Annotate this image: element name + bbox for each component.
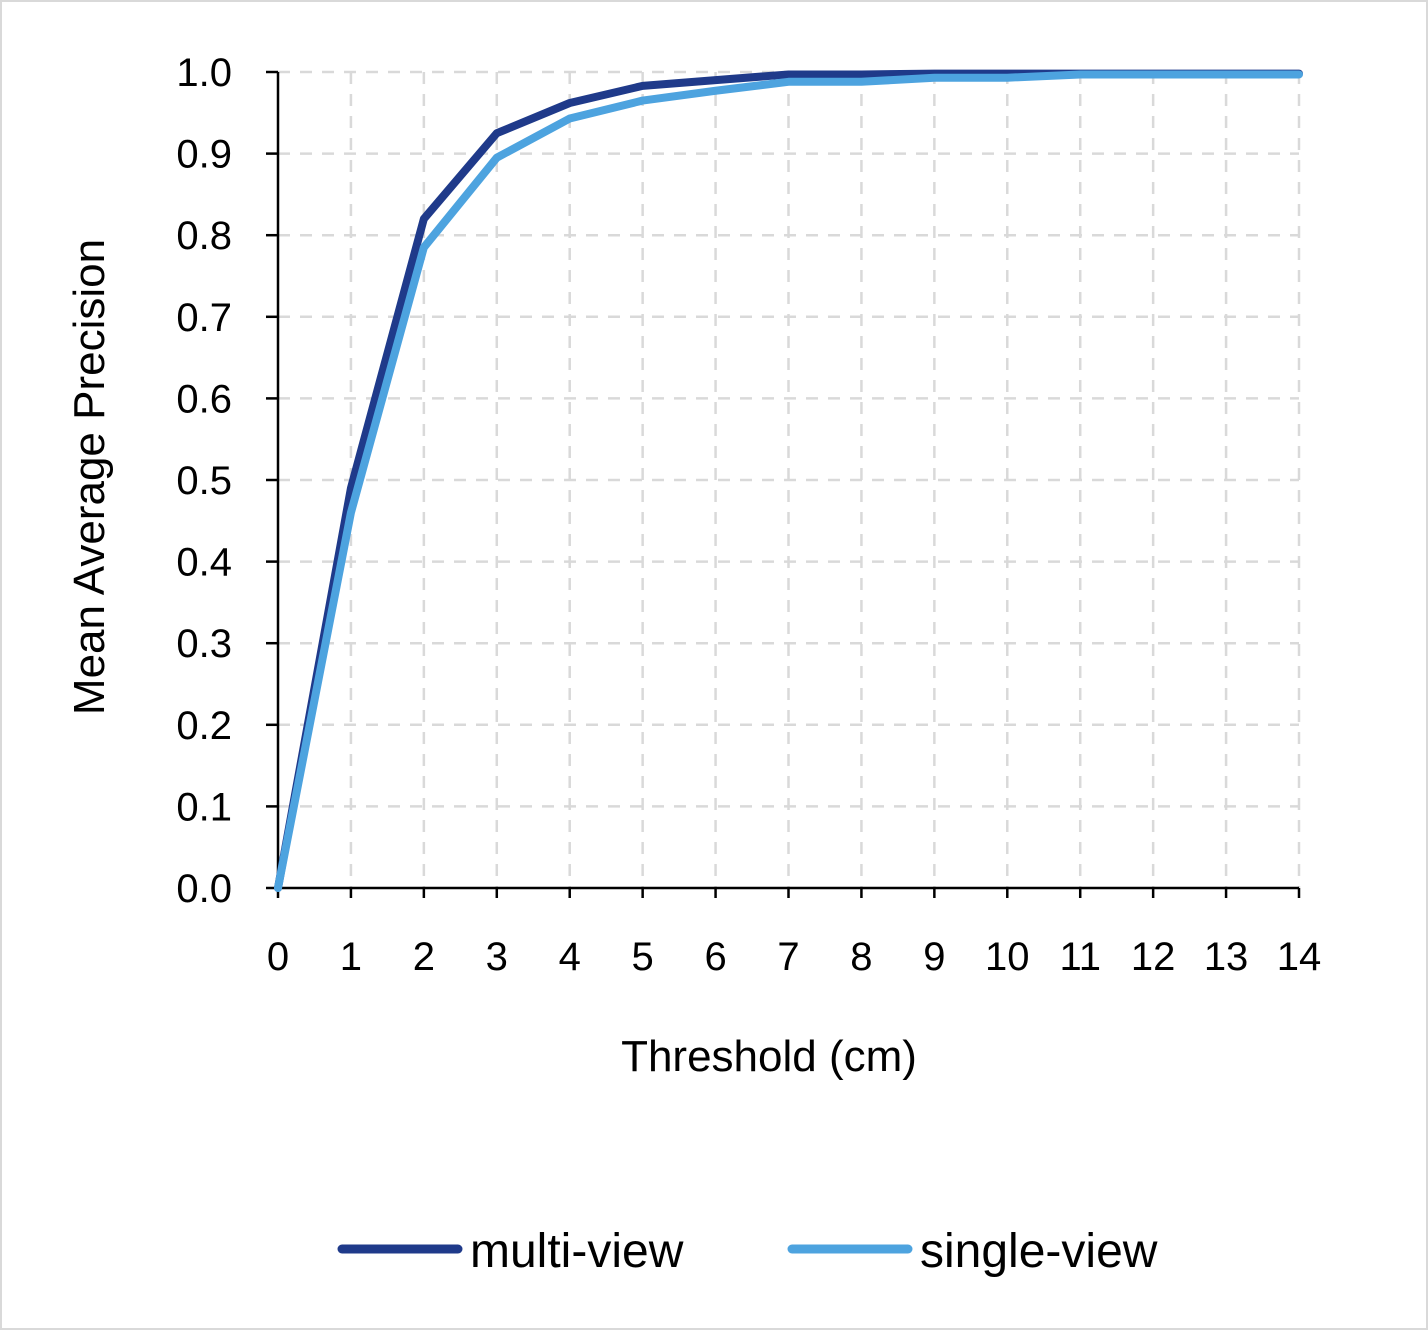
legend-label-multi-view: multi-view [470, 1225, 684, 1278]
y-tick-label: 0.1 [176, 785, 232, 829]
x-tick-label: 4 [559, 935, 581, 979]
y-tick-label: 0.3 [176, 622, 232, 666]
y-tick-label: 0.6 [176, 377, 232, 421]
x-tick-label: 13 [1204, 935, 1249, 979]
x-tick-label: 11 [1059, 935, 1101, 979]
x-tick-label: 2 [413, 935, 435, 979]
y-tick-label: 1.0 [176, 51, 232, 95]
y-tick-label: 0.4 [176, 541, 232, 585]
y-tick-label: 0.9 [176, 133, 232, 177]
legend-label-single-view: single-view [920, 1225, 1158, 1278]
x-tick-label: 3 [486, 935, 508, 979]
x-tick-label: 0 [267, 935, 289, 979]
y-tick-label: 0.8 [176, 214, 232, 258]
x-tick-label: 12 [1131, 935, 1176, 979]
y-tick-label: 0.0 [176, 867, 232, 911]
x-tick-label: 8 [850, 935, 872, 979]
x-axis-title: Threshold (cm) [621, 1032, 917, 1081]
x-tick-label: 5 [632, 935, 654, 979]
series-line-single-view [274, 70, 1303, 892]
y-tick-label: 0.7 [176, 296, 232, 340]
x-tick-label: 14 [1277, 935, 1322, 979]
y-tick-label: 0.2 [176, 704, 232, 748]
legend: multi-view single-view [337, 1225, 1158, 1278]
data-series [274, 69, 1303, 892]
x-tick-label: 9 [923, 935, 945, 979]
tick-labels: 0.00.10.20.30.40.50.60.70.80.91.00 1 2 3 4 5 6… [176, 51, 1321, 979]
x-tick-label: 10 [985, 935, 1030, 979]
x-tick-label: 7 [777, 935, 799, 979]
grid-lines [278, 70, 1301, 888]
x-tick-label: 1 [340, 935, 362, 979]
axes [266, 70, 1301, 898]
x-tick-label: 6 [704, 935, 726, 979]
y-tick-label: 0.5 [176, 459, 232, 503]
y-axis-title: Mean Average Precision [65, 239, 114, 715]
